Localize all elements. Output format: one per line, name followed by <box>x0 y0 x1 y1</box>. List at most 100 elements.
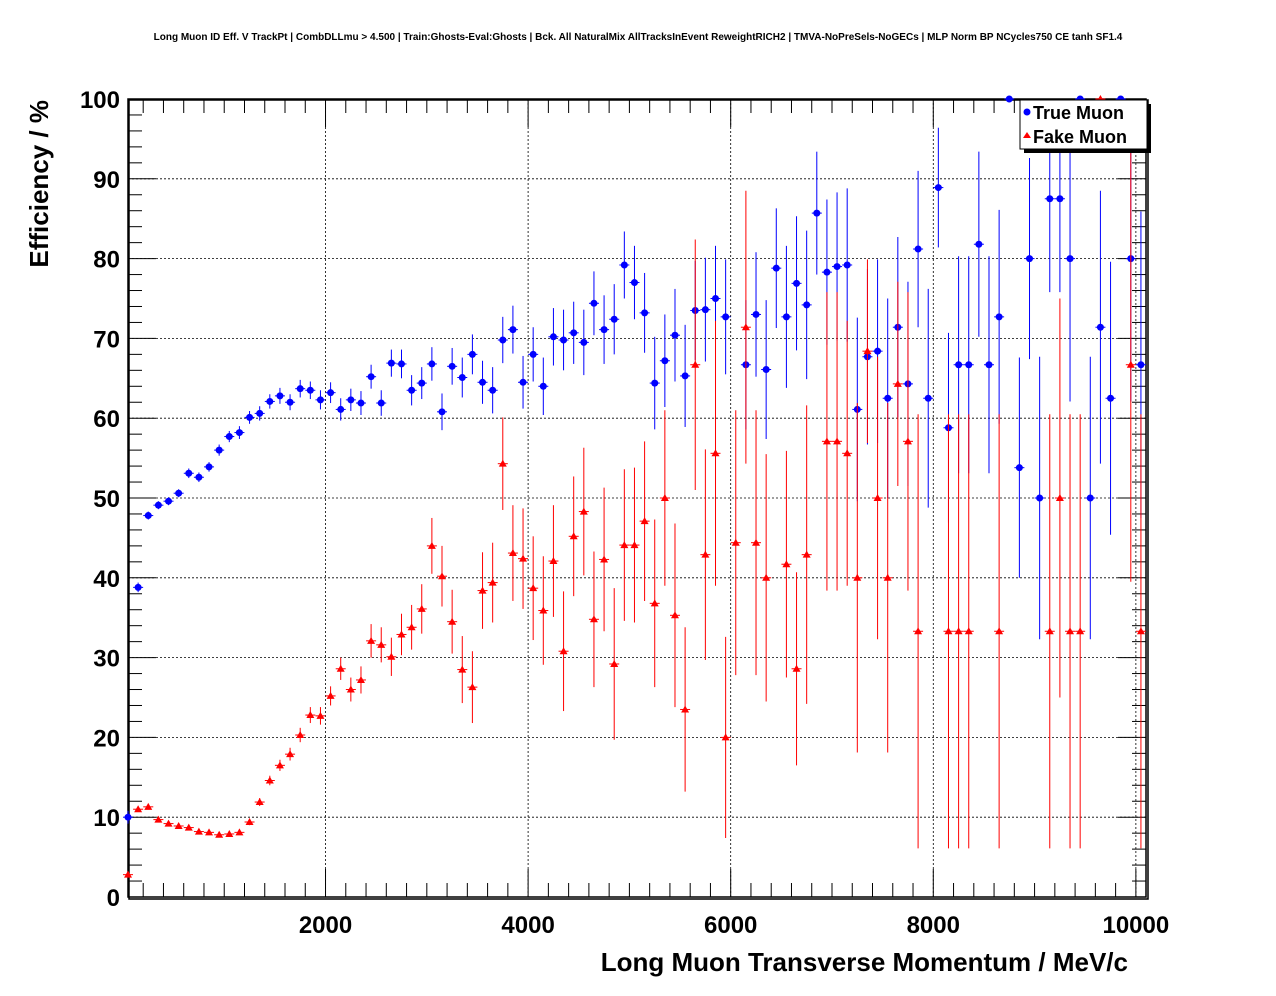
fake-muon-point <box>296 731 305 739</box>
fake-muon-point <box>397 630 406 638</box>
true-muon-point <box>752 310 760 318</box>
true-muon-point <box>306 386 314 394</box>
fake-muon-point <box>356 675 365 683</box>
y-tick-label: 10 <box>93 805 120 832</box>
x-tick-label: 4000 <box>501 912 554 939</box>
true-muon-point <box>995 313 1003 321</box>
fake-muon-point <box>164 819 173 827</box>
true-muon-point <box>296 385 304 393</box>
true-muon-point <box>347 396 355 404</box>
legend-label-true-muon: True Muon <box>1033 103 1124 123</box>
fake-muon-point <box>154 815 163 823</box>
true-muon-point <box>985 361 993 369</box>
true-muon-point <box>955 361 963 369</box>
y-tick-label: 80 <box>93 247 120 274</box>
fake-muon-point <box>265 776 274 784</box>
true-muon-point <box>185 469 193 477</box>
true-muon-point <box>1015 464 1023 472</box>
y-tick-label: 30 <box>93 646 120 673</box>
fake-muon-point <box>336 664 345 672</box>
true-muon-point <box>438 408 446 416</box>
true-muon-point <box>782 313 790 321</box>
fake-muon-point <box>782 560 791 568</box>
fake-muon-point <box>752 538 761 546</box>
fake-muon-point <box>640 517 649 525</box>
true-muon-point <box>1046 195 1054 203</box>
true-muon-point <box>448 362 456 370</box>
true-muon-point <box>286 398 294 406</box>
x-tick-label: 2000 <box>299 912 352 939</box>
true-muon-point <box>205 463 213 471</box>
fake-muon-point <box>833 437 842 445</box>
axis-ticks <box>128 98 1146 898</box>
true-muon-point <box>570 329 578 337</box>
true-muon-point <box>975 240 983 248</box>
fake-muon-point <box>964 627 973 635</box>
fake-muon-point <box>600 555 609 563</box>
true-muon-point <box>772 264 780 272</box>
true-muon-point <box>661 357 669 365</box>
fake-muon-point <box>427 541 436 549</box>
true-muon-point <box>387 359 395 367</box>
true-muon-point <box>458 374 466 382</box>
fake-muon-point <box>873 494 882 501</box>
true-muon-point <box>154 501 162 509</box>
fake-muon-point <box>174 821 183 829</box>
true-muon-point <box>722 313 730 321</box>
y-tick-label: 100 <box>80 87 120 114</box>
fake-muon-point <box>549 557 558 565</box>
fake-muon-point <box>630 541 639 549</box>
fake-muon-point <box>691 360 700 368</box>
y-tick-label: 40 <box>93 566 120 593</box>
true-muon-point <box>225 433 233 441</box>
legend-box <box>1019 99 1148 150</box>
fake-muon-point <box>944 627 953 635</box>
true-muon-point <box>529 350 537 358</box>
true-muon-point <box>1056 195 1064 203</box>
y-tick-label: 60 <box>93 406 120 433</box>
true-muon-point <box>509 326 517 334</box>
fake-muon-point <box>893 379 902 387</box>
true-muon-point <box>276 392 284 400</box>
y-tick-label: 20 <box>93 725 120 752</box>
true-muon-point <box>397 360 405 368</box>
fake-muon-point <box>741 323 750 331</box>
fake-muon-point <box>245 817 254 825</box>
true-muon-point <box>256 409 264 417</box>
data-points <box>123 95 1146 878</box>
true-muon-point <box>823 268 831 276</box>
true-muon-point <box>367 373 375 381</box>
true-muon-point <box>793 279 801 287</box>
fake-muon-point <box>1136 627 1145 635</box>
true-muon-point <box>641 309 649 317</box>
tick-labels: 0 10 20 30 40 50 60 70 80 90 100 2000 4000 6000 8000 10… <box>80 87 1169 939</box>
true-muon-point <box>1036 494 1044 502</box>
true-muon-point <box>874 347 882 355</box>
fake-muon-point <box>468 683 477 691</box>
true-muon-point <box>408 386 416 394</box>
fake-muon-point <box>792 664 801 672</box>
true-muon-point <box>671 331 679 339</box>
true-muon-point <box>620 261 628 269</box>
fake-muon-point <box>438 572 447 580</box>
true-muon-point <box>468 350 476 358</box>
true-muon-point <box>813 209 821 217</box>
true-muon-point <box>124 813 132 821</box>
fake-muon-point <box>306 711 315 719</box>
true-muon-point <box>610 315 618 323</box>
fake-muon-point <box>701 550 710 558</box>
true-muon-point <box>934 184 942 192</box>
fake-muon-point <box>995 627 1004 635</box>
fake-muon-point <box>569 532 578 540</box>
true-muon-point <box>539 382 547 390</box>
legend-marker-true-muon <box>1023 108 1031 116</box>
true-muon-point <box>965 361 973 369</box>
true-muon-point <box>1086 494 1094 502</box>
y-tick-label: 70 <box>93 326 120 353</box>
true-muon-point <box>327 389 335 397</box>
true-muon-point <box>884 394 892 402</box>
fake-muon-point <box>417 604 426 612</box>
true-muon-point <box>316 396 324 404</box>
true-muon-point <box>144 512 152 520</box>
fake-muon-point <box>731 538 740 546</box>
